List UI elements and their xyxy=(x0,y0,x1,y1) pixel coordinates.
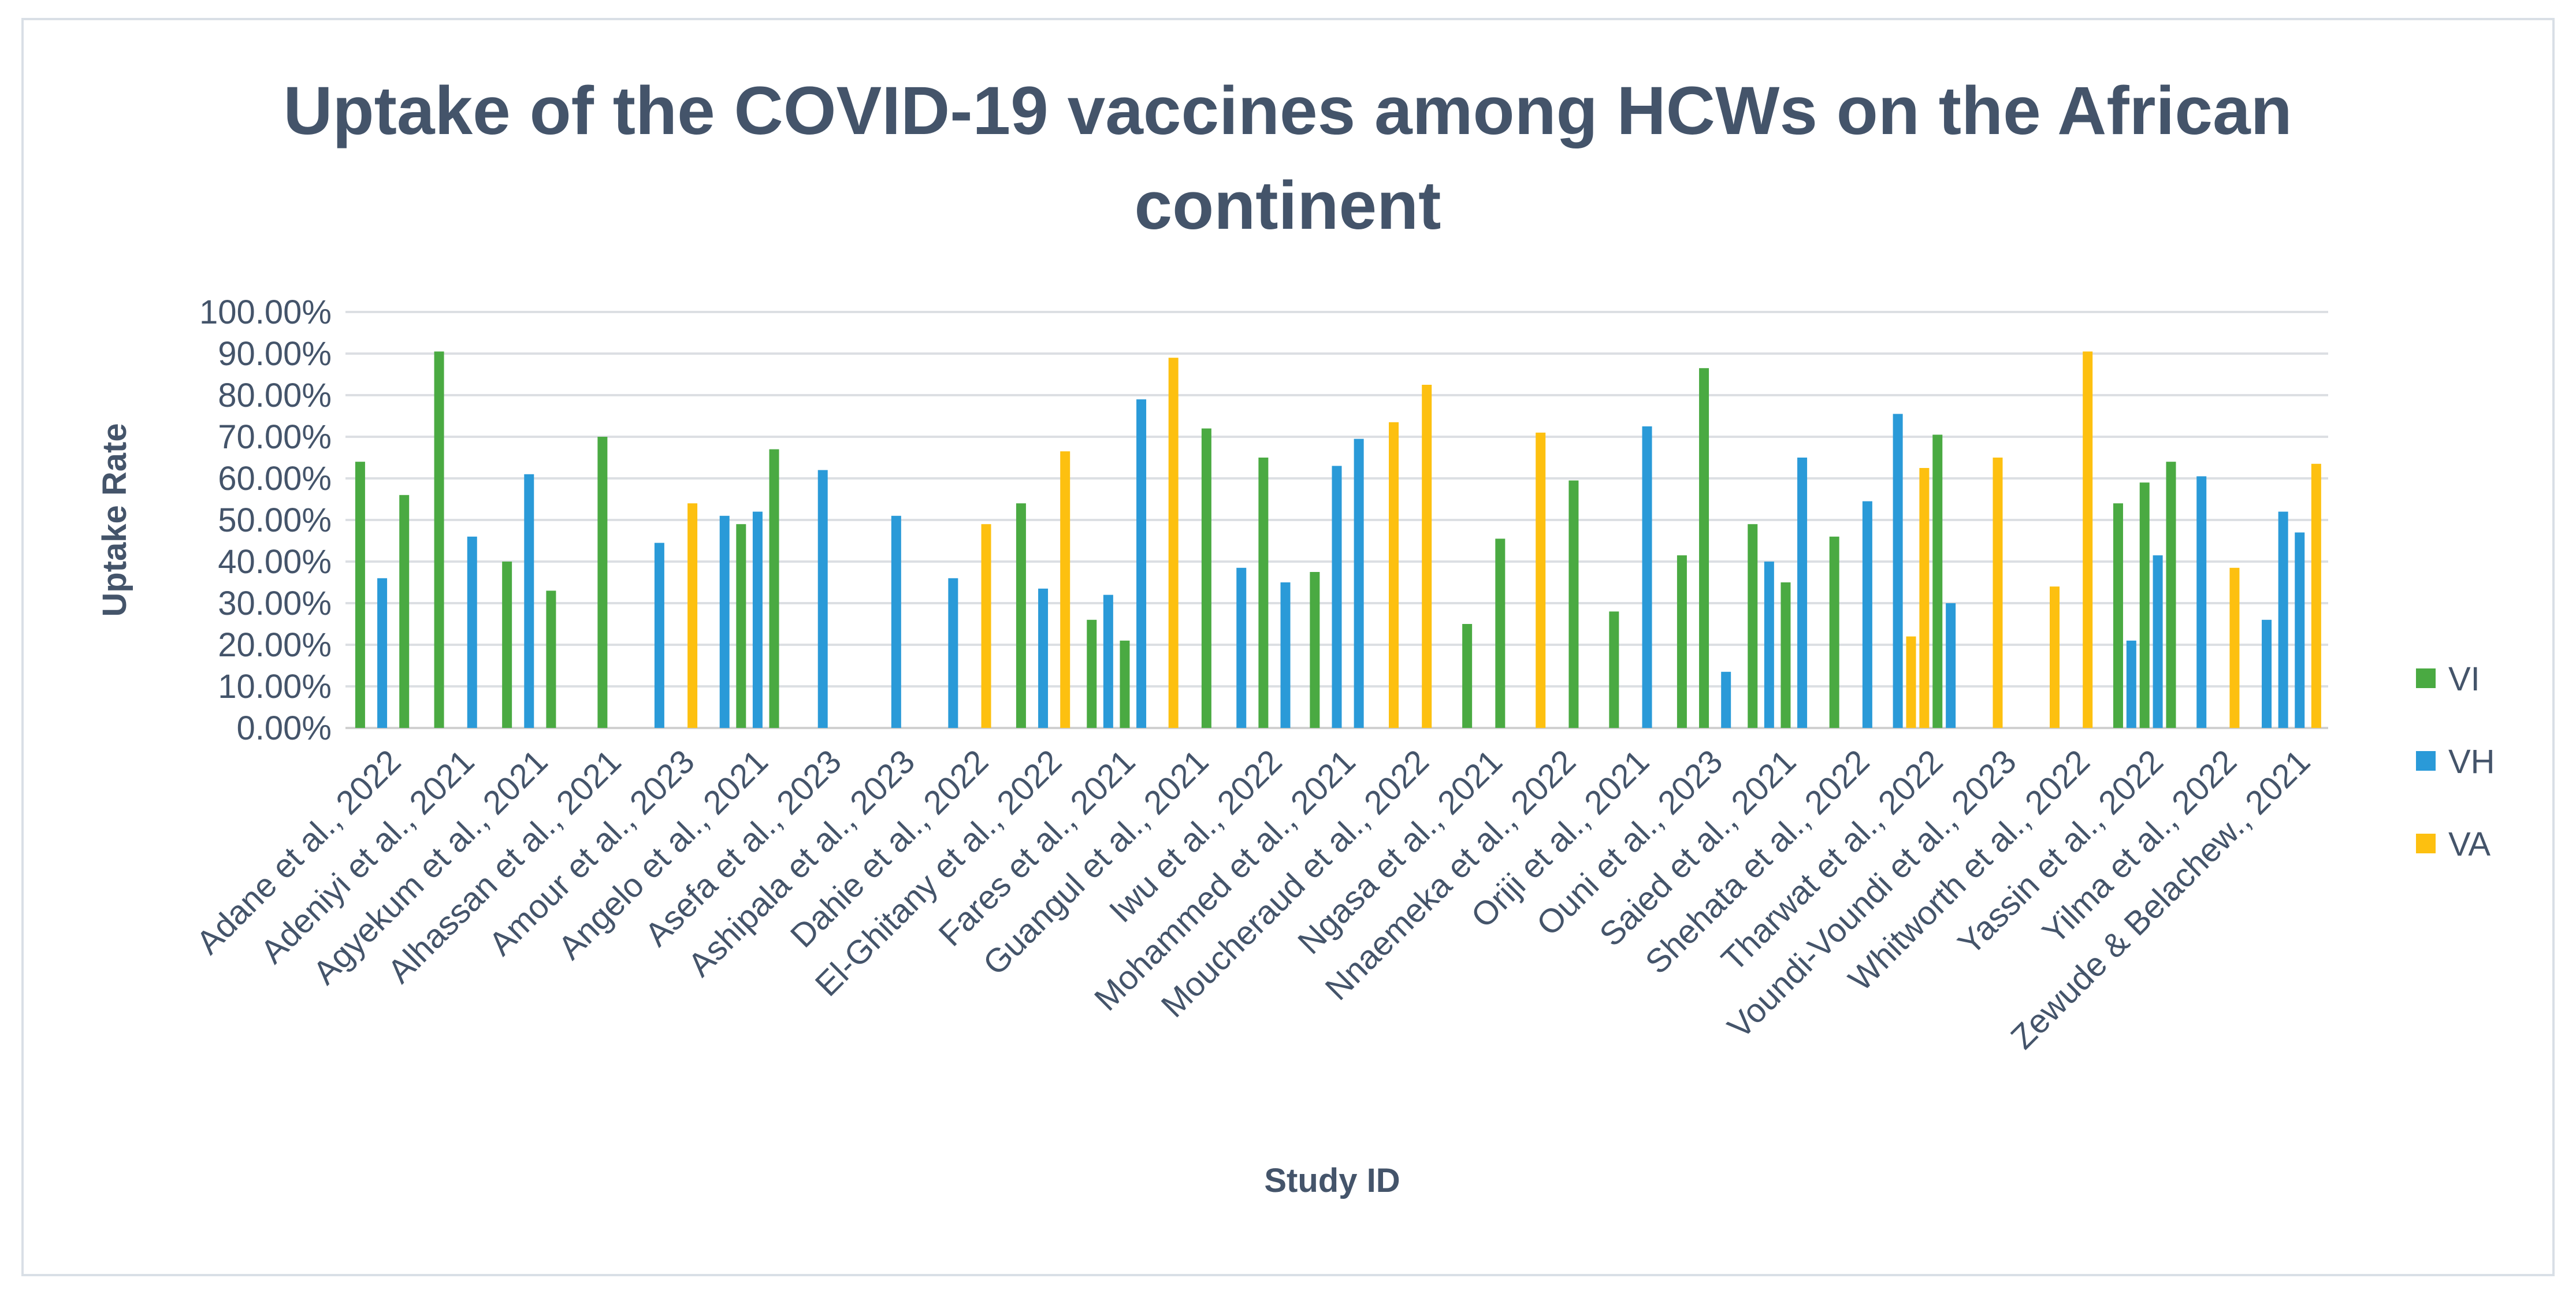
chart-title-line-2: continent xyxy=(1135,168,1441,244)
bar-vh xyxy=(524,474,534,728)
bar-vh xyxy=(1797,458,1808,728)
legend-label-vh: VH xyxy=(2448,743,2495,781)
bar-vi xyxy=(1201,428,1211,728)
bars xyxy=(355,351,2321,728)
bar-vi xyxy=(2166,462,2176,728)
bar-vi xyxy=(1699,368,1709,728)
bar-vh xyxy=(2295,532,2305,728)
bar-vi xyxy=(2139,482,2150,728)
legend: VI VH VA xyxy=(2416,660,2495,863)
bar-vh xyxy=(1236,567,1247,728)
bar-vi xyxy=(1462,624,1473,728)
bar-va xyxy=(1389,422,1399,728)
y-tick-label: 80.00% xyxy=(218,377,332,414)
y-axis-title: Uptake Rate xyxy=(96,423,133,616)
bar-vi xyxy=(1677,555,1687,728)
bar-va xyxy=(1906,636,1916,728)
bar-vh xyxy=(1642,426,1652,728)
bar-vi xyxy=(1609,611,1619,728)
bar-va xyxy=(1168,358,1179,728)
legend-label-vi: VI xyxy=(2448,660,2480,698)
y-tick-label: 20.00% xyxy=(218,626,332,664)
bar-vi xyxy=(1568,480,1579,728)
bar-va xyxy=(1919,468,1930,728)
bar-vh xyxy=(2153,555,2163,728)
chart-title-line-1: Uptake of the COVID-19 vaccines among HC… xyxy=(283,73,2292,149)
bar-vh xyxy=(891,515,901,728)
bar-va xyxy=(2229,567,2240,728)
y-tick-label: 30.00% xyxy=(218,585,332,622)
legend-swatch-va xyxy=(2416,834,2436,853)
bar-vh xyxy=(1280,582,1291,728)
bar-va xyxy=(1536,432,1546,728)
bar-vh xyxy=(1136,399,1147,728)
bar-vh xyxy=(1862,501,1872,728)
bar-vi xyxy=(2113,503,2123,728)
bar-va xyxy=(2311,463,2321,728)
legend-label-va: VA xyxy=(2448,826,2490,863)
bar-va xyxy=(2050,586,2060,728)
legend-swatch-vi xyxy=(2416,668,2436,688)
bar-vh xyxy=(719,515,730,728)
bar-vi xyxy=(1829,536,1839,728)
bar-vi xyxy=(1495,538,1506,728)
y-tick-label: 0.00% xyxy=(237,709,332,747)
bar-vh xyxy=(1332,466,1342,728)
bar-vh xyxy=(1764,562,1774,728)
bar-va xyxy=(1060,451,1070,728)
bar-vi xyxy=(1258,458,1269,728)
bar-va xyxy=(2083,351,2093,728)
legend-swatch-vh xyxy=(2416,751,2436,771)
bar-vi xyxy=(1932,434,1943,728)
bar-vi xyxy=(399,495,410,728)
y-tick-label: 50.00% xyxy=(218,501,332,539)
bar-vh xyxy=(817,470,828,728)
bar-vi xyxy=(1120,640,1130,728)
bar-vh xyxy=(1721,671,1731,728)
bar-vi xyxy=(1087,619,1097,728)
bar-vh xyxy=(377,578,388,728)
bar-vi xyxy=(1748,524,1758,728)
x-axis-title: Study ID xyxy=(1264,1162,1400,1199)
bar-vi xyxy=(597,437,608,728)
bar-vh xyxy=(2262,619,2272,728)
bar-vi xyxy=(1310,572,1320,728)
bar-vh xyxy=(467,536,477,728)
bar-vh xyxy=(2126,640,2136,728)
bar-va xyxy=(1993,458,2003,728)
bar-vi xyxy=(1016,503,1026,728)
bar-va xyxy=(981,524,991,728)
y-tick-label: 90.00% xyxy=(218,335,332,373)
bar-vh xyxy=(2196,476,2207,728)
bar-vh xyxy=(2278,511,2288,728)
bar-vh xyxy=(948,578,958,728)
bar-va xyxy=(1422,385,1432,728)
y-tick-label: 10.00% xyxy=(218,668,332,705)
bar-vi xyxy=(434,351,444,728)
bar-vh xyxy=(1946,603,1956,728)
y-tick-label: 40.00% xyxy=(218,543,332,581)
bar-vh xyxy=(654,543,664,728)
y-tick-label: 100.00% xyxy=(199,293,332,331)
bar-vh xyxy=(1893,414,1903,728)
bar-vh xyxy=(752,511,763,728)
bar-va xyxy=(687,503,698,728)
y-tick-label: 60.00% xyxy=(218,460,332,497)
bar-vh xyxy=(1354,439,1364,728)
bar-vi xyxy=(1780,582,1791,728)
bar-vh xyxy=(1103,595,1113,728)
bar-vi xyxy=(736,524,746,728)
bar-vi xyxy=(502,562,512,728)
bar-vi xyxy=(769,449,779,728)
bar-vi xyxy=(546,590,556,728)
bar-vi xyxy=(355,462,365,728)
bar-vh xyxy=(1038,588,1049,728)
y-axis-ticks: 0.00% 10.00% 20.00% 30.00% 40.00% 50.00% 60.00… xyxy=(199,293,332,747)
y-tick-label: 70.00% xyxy=(218,418,332,456)
